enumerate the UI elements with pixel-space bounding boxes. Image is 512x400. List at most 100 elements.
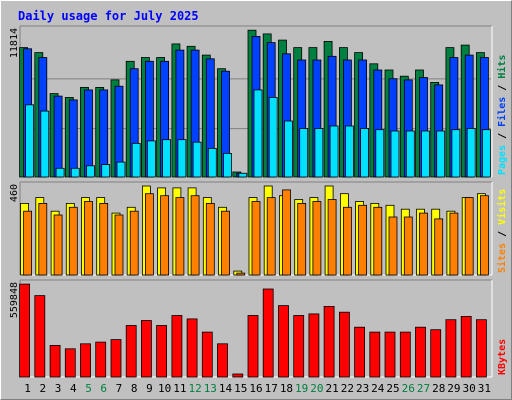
bar-sites-day-2 [38, 202, 48, 276]
x-tick-label-day-5: 5 [85, 382, 92, 395]
bar-pages-day-1 [25, 104, 35, 178]
bar-pages-day-12 [192, 141, 202, 178]
y-axis-label-hits: Hits [496, 55, 508, 79]
bar-files-day-5 [84, 89, 93, 178]
x-tick-label-day-16: 16 [249, 382, 262, 395]
bar-sites-day-20 [312, 201, 322, 276]
bar-sites-day-27 [419, 212, 428, 276]
bar-sites-day-19 [297, 202, 307, 276]
bar-sites-day-1 [23, 210, 33, 276]
bar-kbytes-day-29 [445, 319, 457, 378]
y-axis-label-visits: Visits [496, 189, 508, 225]
bar-kbytes-day-20 [308, 313, 320, 378]
y-axis-label-kbytes: KBytes [497, 339, 508, 375]
x-tick-label-day-27: 27 [417, 382, 430, 395]
y-axis-label-separator: / [497, 225, 508, 243]
bar-files-day-3 [53, 95, 63, 178]
bar-pages-day-4 [70, 167, 80, 178]
bar-sites-day-6 [99, 202, 109, 276]
bar-sites-day-23 [358, 204, 368, 276]
y-axis-label: Sites / Visits [496, 189, 508, 273]
x-tick-label-day-18: 18 [280, 382, 293, 395]
bar-sites-day-14 [221, 210, 230, 276]
bar-pages-day-25 [390, 130, 400, 178]
bar-sites-day-12 [190, 195, 200, 276]
x-tick-label-day-2: 2 [40, 382, 47, 395]
bar-pages-day-14 [223, 152, 232, 178]
x-tick-label-day-26: 26 [402, 382, 415, 395]
bar-kbytes-day-24 [369, 331, 381, 378]
bar-sites-day-31 [479, 195, 489, 276]
x-tick-label-day-31: 31 [478, 382, 491, 395]
bar-pages-day-19 [299, 128, 309, 178]
bar-kbytes-day-11 [171, 315, 183, 378]
bar-sites-day-26 [403, 216, 413, 276]
bar-kbytes-day-23 [354, 326, 366, 378]
bar-pages-day-3 [55, 167, 65, 178]
bar-pages-day-11 [177, 139, 187, 178]
bar-sites-day-3 [53, 214, 63, 276]
x-tick-label-day-1: 1 [24, 382, 31, 395]
x-tick-label-day-30: 30 [463, 382, 476, 395]
bar-kbytes-day-28 [430, 329, 442, 378]
bar-kbytes-day-16 [247, 315, 259, 378]
x-tick-label-day-13: 13 [204, 382, 217, 395]
bar-pages-day-18 [284, 120, 293, 178]
y-axis-label-sites: Sites [496, 243, 508, 273]
bar-kbytes-day-13 [201, 331, 213, 378]
x-tick-label-day-17: 17 [265, 382, 278, 395]
bar-kbytes-day-7 [110, 339, 122, 378]
bar-pages-day-5 [86, 165, 95, 178]
x-tick-label-day-7: 7 [116, 382, 123, 395]
bar-sites-day-10 [160, 195, 170, 276]
bar-pages-day-31 [481, 129, 491, 178]
bar-pages-day-24 [375, 129, 385, 178]
x-tick-label-day-29: 29 [447, 382, 460, 395]
bar-pages-day-10 [162, 139, 172, 178]
bar-pages-day-13 [207, 147, 217, 178]
bar-kbytes-day-21 [323, 305, 335, 378]
bar-sites-day-17 [266, 197, 276, 276]
bar-pages-day-26 [405, 130, 415, 178]
bar-kbytes-day-22 [338, 311, 350, 378]
bar-sites-day-15 [236, 272, 246, 276]
bar-sites-day-9 [144, 193, 154, 276]
bar-kbytes-day-15 [232, 373, 244, 378]
bar-kbytes-day-25 [384, 331, 396, 378]
x-tick-label-day-21: 21 [326, 382, 339, 395]
bar-kbytes-day-6 [95, 341, 107, 378]
y-axis-label: Pages / Files / Hits [496, 55, 508, 175]
bar-kbytes-day-14 [217, 343, 228, 378]
bar-kbytes-day-19 [293, 315, 305, 378]
chart-title: Daily usage for July 2025 [18, 9, 199, 23]
bar-kbytes-day-27 [415, 326, 426, 378]
bar-pages-day-7 [116, 161, 126, 178]
bar-sites-day-22 [342, 206, 352, 276]
bar-sites-day-18 [282, 189, 291, 276]
bar-kbytes-day-8 [125, 325, 137, 378]
bar-pages-day-22 [344, 125, 354, 178]
x-tick-label-day-25: 25 [386, 382, 399, 395]
bar-sites-day-7 [114, 214, 124, 276]
bar-sites-day-16 [251, 201, 261, 276]
x-tick-label-day-15: 15 [234, 382, 247, 395]
bar-kbytes-day-31 [475, 319, 487, 378]
bar-kbytes-day-26 [399, 331, 411, 378]
bar-kbytes-day-3 [49, 344, 61, 378]
bar-sites-day-4 [68, 206, 78, 276]
bar-kbytes-day-5 [80, 343, 91, 378]
x-tick-label-day-12: 12 [188, 382, 201, 395]
y-tick-label: 559848 [9, 282, 20, 318]
bar-pages-day-21 [329, 125, 339, 178]
bar-sites-day-8 [129, 210, 139, 276]
bar-sites-day-28 [434, 218, 444, 276]
x-tick-label-day-20: 20 [310, 382, 323, 395]
x-tick-label-day-28: 28 [432, 382, 445, 395]
bar-pages-day-28 [436, 130, 446, 178]
y-axis-label-separator: / [497, 127, 508, 145]
x-tick-label-day-8: 8 [131, 382, 138, 395]
bar-sites-day-25 [388, 216, 398, 276]
y-axis-label: KBytes [497, 339, 508, 375]
x-tick-label-day-14: 14 [219, 382, 233, 395]
bar-sites-day-11 [175, 197, 185, 276]
